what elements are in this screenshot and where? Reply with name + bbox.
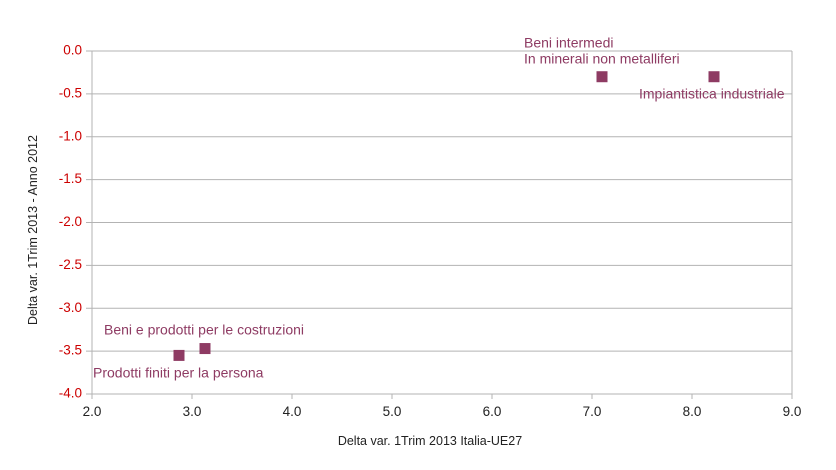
- x-tick-label: 2.0: [83, 404, 102, 419]
- x-tick-label: 9.0: [783, 404, 802, 419]
- plot-frame: [91, 51, 793, 394]
- y-tick-label: -2.5: [59, 257, 82, 272]
- data-points: [173, 71, 720, 361]
- y-axis-title: Delta var. 1Trim 2013 - Anno 2012: [26, 135, 40, 325]
- point-label: Impiantistica industriale: [639, 86, 785, 102]
- y-axis-ticks: 0.0 -0.5 -1.0 -1.5 -2.0 -2.5 -3.0 -3.5 -4.0: [59, 43, 82, 401]
- x-tick-label: 4.0: [283, 404, 302, 419]
- data-point: [708, 71, 720, 83]
- x-tick-label: 3.0: [183, 404, 202, 419]
- x-tick-label: 7.0: [583, 404, 602, 419]
- y-tick-label: -1.5: [59, 171, 82, 186]
- data-point: [173, 349, 185, 361]
- y-tick-label: -4.0: [59, 386, 82, 401]
- x-axis-ticks: 2.0 3.0 4.0 5.0 6.0 7.0 8.0 9.0: [83, 404, 802, 419]
- point-label: Beni e prodotti per le costruzioni: [104, 322, 304, 338]
- y-tick-label: -1.0: [59, 128, 82, 143]
- x-tick-label: 8.0: [683, 404, 702, 419]
- data-point: [596, 71, 608, 83]
- point-label: Prodotti finiti per la persona: [93, 364, 264, 380]
- y-tick-label: -0.5: [59, 85, 82, 100]
- point-label: Beni intermedi: [524, 35, 614, 51]
- y-tick-label: -3.5: [59, 343, 82, 358]
- point-label: In minerali non metalliferi: [524, 51, 680, 67]
- grid-lines: [86, 50, 793, 399]
- y-tick-label: -2.0: [59, 214, 82, 229]
- x-tick-label: 6.0: [483, 404, 502, 419]
- x-axis-title: Delta var. 1Trim 2013 Italia-UE27: [338, 434, 522, 448]
- y-tick-label: 0.0: [63, 43, 82, 58]
- y-tick-label: -3.0: [59, 300, 82, 315]
- x-tick-label: 5.0: [383, 404, 402, 419]
- data-point: [199, 343, 211, 355]
